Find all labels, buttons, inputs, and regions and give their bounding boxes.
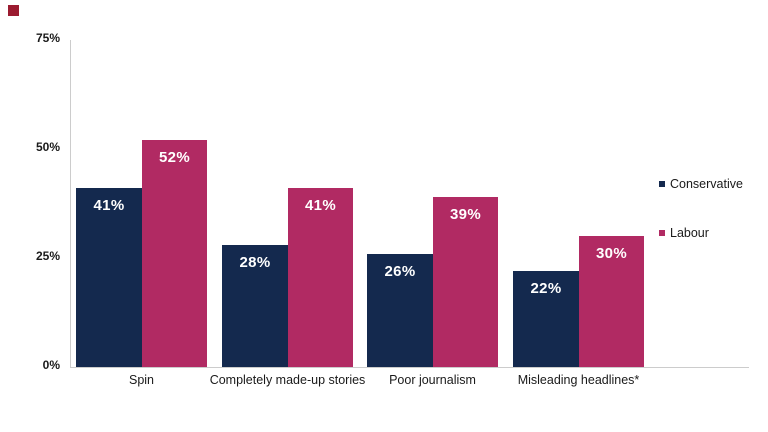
bar-conservative: 41% [76, 188, 142, 367]
bar-value-label: 30% [596, 245, 627, 262]
bar-group: 22% 30% Misleading headlines* [513, 40, 644, 387]
category-label: Completely made-up stories [209, 373, 366, 387]
bar-conservative: 22% [513, 271, 579, 367]
bar-value-label: 41% [93, 197, 125, 214]
bar-value-label: 28% [239, 254, 271, 271]
bar-labour: 52% [142, 140, 207, 367]
plot-area: 41% 52% Spin 28% 41% Completely made-up stori… [70, 40, 749, 387]
brand-mark-square [8, 5, 19, 16]
legend-label: Labour [670, 226, 709, 240]
bar-group: 41% 52% Spin [76, 40, 207, 387]
y-tick-label: 75% [35, 31, 60, 45]
category-label: Misleading headlines* [517, 373, 640, 387]
legend-swatch [659, 181, 665, 187]
legend-item-labour: Labour [659, 226, 709, 240]
bar-value-label: 39% [450, 206, 481, 223]
bar-value-label: 26% [384, 263, 416, 280]
legend-item-conservative: Conservative [659, 177, 743, 191]
bar-group: 26% 39% Poor journalism [367, 40, 498, 387]
legend-label: Conservative [670, 177, 743, 191]
bar-labour: 30% [579, 236, 644, 367]
bar-group: 28% 41% Completely made-up stories [210, 40, 365, 387]
y-tick-label: 50% [35, 140, 60, 154]
y-tick-label: 25% [35, 249, 60, 263]
bar-labour: 41% [288, 188, 353, 367]
bar-conservative: 28% [222, 245, 288, 367]
bar-conservative: 26% [367, 254, 433, 367]
bar-value-label: 52% [159, 149, 190, 166]
bar-value-label: 41% [305, 197, 336, 214]
legend-swatch [659, 230, 665, 236]
bar-value-label: 22% [530, 280, 562, 297]
category-label: Poor journalism [389, 373, 476, 387]
category-label: Spin [128, 373, 155, 387]
y-tick-label: 0% [42, 358, 60, 372]
bar-labour: 39% [433, 197, 498, 367]
